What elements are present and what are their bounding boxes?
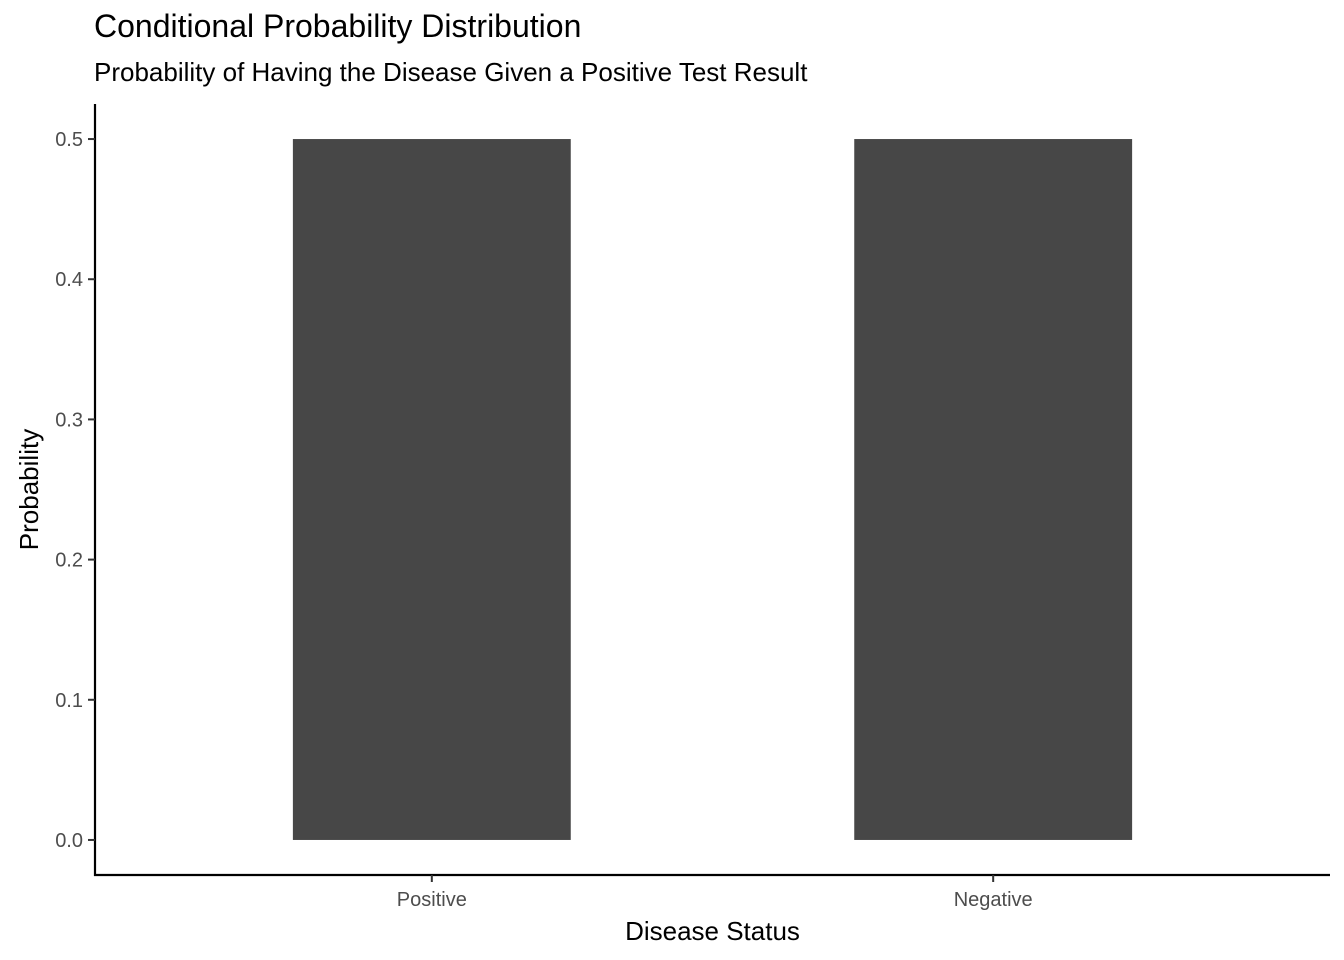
x-tick-label-negative: Negative	[954, 889, 1033, 911]
chart-title: Conditional Probability Distribution	[94, 8, 582, 44]
y-tick-label: 0.5	[55, 129, 83, 151]
bars-group	[292, 139, 1133, 840]
x-axis-title: Disease Status	[625, 916, 800, 946]
y-tick-label: 0.2	[55, 550, 83, 572]
bar-positive	[292, 139, 571, 840]
y-tick-label: 0.0	[55, 830, 83, 852]
y-axis-title: Probability	[14, 429, 44, 550]
y-tick-label: 0.1	[55, 690, 83, 712]
y-tick-label: 0.4	[55, 269, 83, 291]
chart-subtitle: Probability of Having the Disease Given …	[94, 57, 808, 87]
y-axis-ticks: 0.0 0.1 0.2 0.3 0.4 0.5	[55, 129, 95, 852]
bar-negative	[854, 139, 1133, 840]
x-tick-label-positive: Positive	[397, 889, 467, 911]
x-axis-ticks: Positive Negative	[397, 875, 1033, 911]
y-tick-label: 0.3	[55, 409, 83, 431]
